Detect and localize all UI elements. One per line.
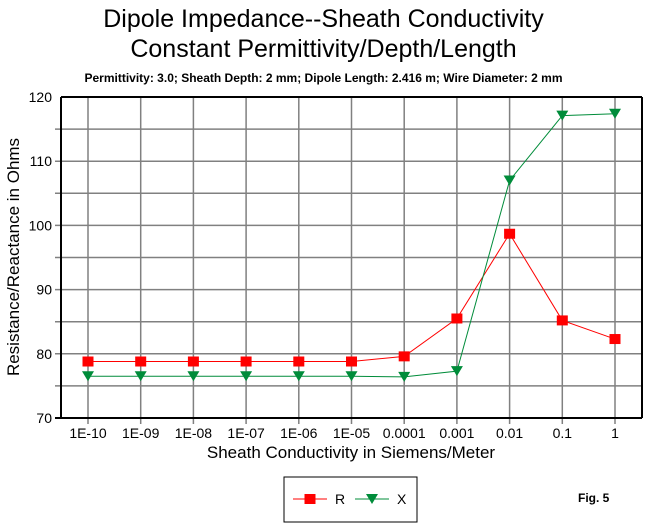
y-tick-label: 120 [29,89,53,105]
y-tick-label: 70 [36,410,52,426]
data-point-r [240,356,252,367]
legend-marker-r [304,494,316,504]
data-point-x [503,175,516,186]
axes [55,96,643,419]
data-point-x [556,110,569,121]
data-point-x [134,371,147,382]
data-point-r [135,356,147,367]
data-point-x [345,371,358,382]
data-point-r [609,334,621,345]
legend-marker-x [366,494,378,504]
x-tick-label: 1E-09 [122,425,160,441]
data-point-r [451,313,463,324]
y-tick-label: 80 [36,346,52,362]
y-tick-label: 110 [30,153,53,169]
series-r [82,228,621,367]
data-point-r [504,228,516,239]
x-tick-label: 0.01 [496,425,523,441]
x-tick-label: 1E-08 [175,425,213,441]
data-point-r [187,356,199,367]
data-point-r [556,315,568,326]
chart-title-line2: Constant Permittivity/Depth/Length [130,35,517,63]
legend-label-r: R [335,491,345,507]
y-tick-label: 90 [36,282,52,298]
data-point-r [398,351,410,362]
data-point-x [187,371,200,382]
series-group [82,108,621,382]
y-tick-label: 100 [29,217,53,233]
data-point-r [346,356,357,367]
data-point-x [240,371,253,382]
data-point-x [609,108,621,119]
figure-label: Fig. 5 [578,491,610,505]
x-tick-labels: 1E-10 1E-09 1E-08 1E-07 1E-06 1E-05 0.0001 0.00… [69,425,619,441]
x-tick-label: 1E-05 [333,425,371,441]
chart-caption: Permittivity: 3.0; Sheath Depth: 2 mm; D… [84,71,563,85]
x-tick-label: 1E-06 [280,425,318,441]
y-axis-label: Resistance/Reactance in Ohms [4,138,23,376]
x-tick-label: 0.001 [439,425,474,441]
data-point-x [450,366,463,377]
chart-title: Dipole Impedance--Sheath Conductivity [103,5,544,33]
x-tick-label: 0.1 [553,425,573,441]
data-point-r [82,356,94,367]
data-point-r [293,356,305,367]
x-axis-label: Sheath Conductivity in Siemens/Meter [207,443,496,462]
series-x [82,108,621,382]
x-tick-label: 0.0001 [383,425,426,441]
x-tick-label: 1 [611,425,619,441]
data-point-x [82,371,94,382]
y-tick-labels: 70 80 90 100 110 120 [29,89,53,426]
x-tick-label: 1E-10 [69,425,107,441]
x-tick-label: 1E-07 [227,425,265,441]
data-point-x [398,371,411,382]
data-point-x [292,371,305,382]
legend-label-x: X [397,491,407,507]
